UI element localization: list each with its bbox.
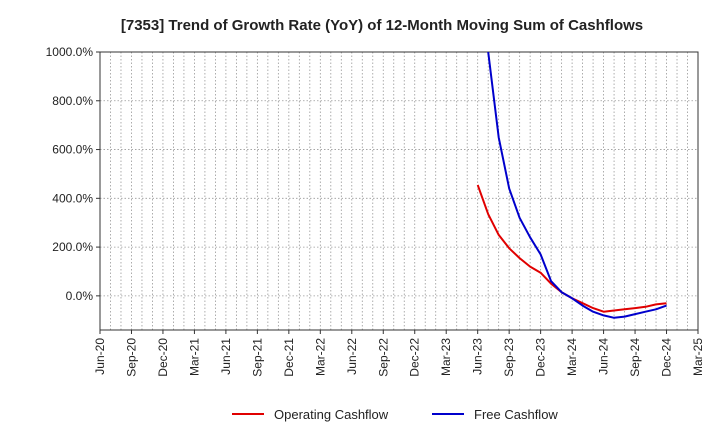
- x-tick-label: Sep-24: [628, 338, 642, 377]
- legend-label-free-cashflow: Free Cashflow: [474, 407, 558, 422]
- x-tick-label: Mar-24: [565, 338, 579, 376]
- y-tick-label: 0.0%: [66, 289, 94, 303]
- plot-area-frame: [99, 51, 699, 331]
- y-tick-label: 800.0%: [52, 94, 93, 108]
- x-tick-label: Jun-23: [471, 338, 485, 375]
- x-tick-label: Jun-24: [597, 338, 611, 375]
- x-tick-label: Dec-21: [282, 338, 296, 377]
- y-tick-label: 200.0%: [52, 240, 93, 254]
- series-lines: [476, 52, 667, 319]
- legend: Operating Cashflow Free Cashflow: [232, 407, 558, 422]
- x-tick-label: Mar-23: [439, 338, 453, 376]
- y-tick-label: 400.0%: [52, 191, 93, 205]
- y-tick-label: 1000.0%: [46, 45, 94, 59]
- legend-label-operating-cashflow: Operating Cashflow: [274, 407, 389, 422]
- x-tick-label: Jun-21: [219, 338, 233, 375]
- chart-title: [7353] Trend of Growth Rate (YoY) of 12-…: [121, 17, 643, 34]
- x-tick-label: Sep-20: [124, 338, 138, 377]
- series-line-free-cashflow: [487, 52, 667, 319]
- x-axis: Jun-20 Sep-20 Dec-20 Mar-21 Jun-21 Sep-21 Dec-…: [93, 330, 705, 377]
- x-tick-label: Dec-24: [660, 338, 674, 377]
- x-tick-label: Jun-20: [93, 338, 107, 375]
- x-tick-label: Dec-23: [534, 338, 548, 377]
- x-tick-label: Sep-21: [250, 338, 264, 377]
- y-tick-label: 600.0%: [52, 143, 93, 157]
- grid: [99, 51, 699, 330]
- x-tick-label: Sep-22: [376, 338, 390, 377]
- y-axis: 0.0% 200.0% 400.0% 600.0% 800.0% 1000.0%: [46, 45, 100, 303]
- x-tick-label: Mar-25: [691, 338, 705, 376]
- x-tick-label: Mar-22: [313, 338, 327, 376]
- x-tick-label: Dec-22: [408, 338, 422, 377]
- x-tick-label: Jun-22: [345, 338, 359, 375]
- x-tick-label: Sep-23: [502, 338, 516, 377]
- x-tick-label: Dec-20: [156, 338, 170, 377]
- x-tick-label: Mar-21: [187, 338, 201, 376]
